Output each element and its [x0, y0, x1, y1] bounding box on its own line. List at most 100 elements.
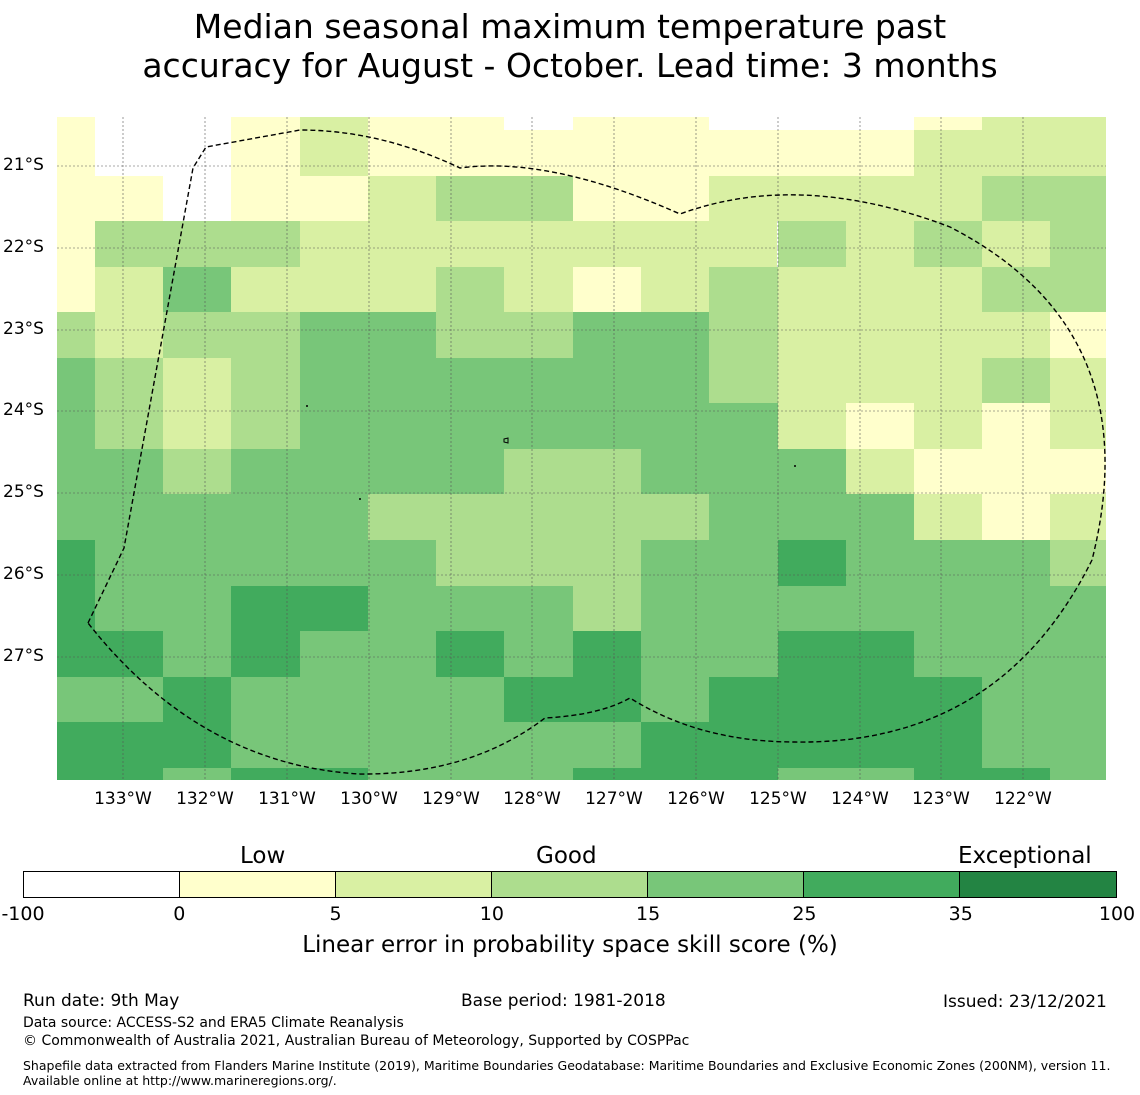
map-cell	[846, 221, 914, 267]
map-cell	[573, 267, 641, 312]
colorbar-tick-label: 35	[948, 903, 973, 925]
map-cell	[57, 768, 163, 780]
map-cell	[436, 540, 641, 586]
colorbar-tick-label: 0	[173, 903, 186, 925]
latitude-label: 24°S	[3, 400, 44, 420]
colorbar-segment	[336, 872, 492, 897]
map-cell	[573, 312, 709, 358]
map-cell	[95, 267, 163, 312]
map-cell	[641, 722, 982, 768]
map-cell	[57, 267, 95, 312]
latitude-label: 26°S	[3, 564, 44, 584]
map-cell	[231, 403, 300, 449]
longitude-label: 129°W	[422, 789, 480, 809]
colorbar-tick-label: 25	[792, 903, 817, 925]
map-cell	[709, 494, 914, 540]
map-cell	[641, 631, 778, 677]
map-cell	[1050, 540, 1106, 586]
longitude-label: 126°W	[667, 789, 725, 809]
map-cell	[231, 586, 368, 631]
map-title-line-1: Median seasonal maximum temperature past	[193, 7, 947, 46]
map-cell	[368, 768, 573, 780]
map-cell	[914, 221, 982, 267]
map-cell	[846, 449, 914, 494]
map-cell	[231, 768, 368, 780]
map-cell	[163, 631, 231, 677]
copyright: © Commonwealth of Australia 2021, Austra…	[23, 1033, 690, 1049]
map-cell	[57, 722, 231, 768]
map-cell	[504, 631, 573, 677]
map-cell	[95, 221, 300, 267]
map-cell	[231, 267, 436, 312]
map-cell	[95, 312, 163, 358]
map-cell	[231, 722, 573, 768]
latitude-label: 27°S	[3, 646, 44, 666]
island-marker	[306, 405, 308, 407]
map-cell	[436, 312, 573, 358]
map-cell	[982, 267, 1106, 312]
island-marker	[359, 498, 361, 500]
map-cell	[300, 631, 436, 677]
map-cell	[300, 312, 436, 358]
colorbar-segment	[24, 872, 180, 897]
map-cell	[300, 117, 368, 176]
map-cell	[95, 358, 163, 403]
map-cell	[163, 176, 231, 221]
map-cell	[300, 403, 778, 449]
map-cell	[368, 494, 709, 540]
map-cell	[163, 358, 231, 403]
eez-boundary-line	[87, 129, 1106, 775]
longitude-label: 123°W	[912, 789, 970, 809]
legend-word-good: Good	[536, 843, 597, 869]
base-period: Base period: 1981-2018	[461, 991, 666, 1011]
latitude-label: 22°S	[3, 237, 44, 257]
map-cell	[231, 117, 300, 176]
map-cell	[846, 403, 914, 449]
map-cell	[1050, 494, 1106, 540]
map-cell	[778, 631, 914, 677]
map-cell	[163, 677, 231, 722]
map-cell	[231, 677, 504, 722]
longitude-label: 125°W	[749, 789, 807, 809]
map-cell	[641, 586, 1106, 631]
map-cell	[163, 312, 300, 358]
run-date: Run date: 9th May	[23, 991, 180, 1011]
map-cell	[914, 403, 982, 449]
map-cell	[914, 768, 1050, 780]
map-cell	[641, 540, 778, 586]
map-cell	[163, 768, 231, 780]
skill-score-map	[57, 117, 1106, 780]
map-cell	[57, 540, 95, 586]
map-cell	[778, 312, 1050, 358]
map-cell	[57, 677, 163, 722]
colorbar-label: Linear error in probability space skill …	[302, 932, 838, 958]
longitude-label: 127°W	[585, 789, 643, 809]
longitude-label: 122°W	[994, 789, 1052, 809]
map-cell	[95, 403, 163, 449]
data-source: Data source: ACCESS-S2 and ERA5 Climate …	[23, 1015, 404, 1031]
map-cell	[778, 267, 982, 312]
map-cell	[914, 449, 1106, 494]
map-cell	[982, 722, 1106, 768]
map-cell	[641, 449, 778, 494]
longitude-label: 124°W	[831, 789, 889, 809]
colorbar-segment	[648, 872, 804, 897]
map-cell	[778, 358, 982, 403]
map-cell	[982, 677, 1106, 722]
map-cell	[573, 768, 778, 780]
map-cell	[300, 221, 504, 267]
island-marker	[503, 437, 509, 444]
map-cells	[57, 117, 1106, 780]
colorbar-tick-label: 10	[479, 903, 504, 925]
map-cell	[504, 221, 777, 267]
map-cell	[57, 631, 163, 677]
map-cell	[914, 494, 982, 540]
latitude-label: 25°S	[3, 482, 44, 502]
map-cell	[163, 449, 231, 494]
legend-word-low: Low	[240, 843, 286, 869]
map-cell	[641, 267, 709, 312]
map-cell	[641, 677, 709, 722]
map-cell	[504, 267, 573, 312]
map-cell	[1050, 768, 1106, 780]
map-cell	[231, 449, 504, 494]
